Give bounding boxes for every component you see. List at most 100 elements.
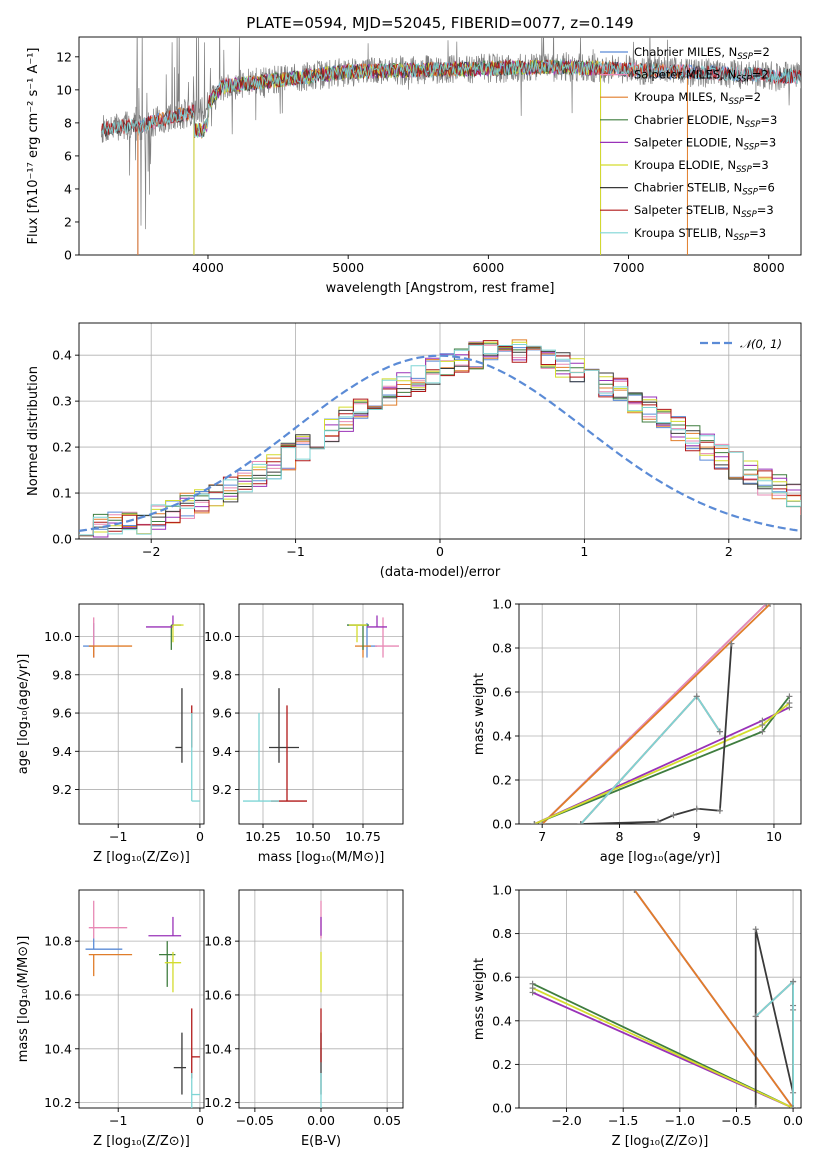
x-tick-label: 0.0 xyxy=(783,1113,803,1128)
legend-suffix: =2 xyxy=(752,68,769,82)
x-axis-label: Z [log₁₀(Z/Z⊙)] xyxy=(93,1134,190,1149)
spectrum-lines xyxy=(100,37,801,255)
histogram-chabrier_stelib xyxy=(79,343,801,536)
legend-label-normal: 𝒩(0, 1) xyxy=(740,337,782,351)
y-tick-label: 0.0 xyxy=(492,1101,512,1116)
x-axis-label: (data-model)/error xyxy=(380,565,501,580)
legend-subscript: SSP xyxy=(736,75,752,85)
legend-label-chabrier_miles: Chabrier MILES, NSSP=2 xyxy=(634,45,770,62)
x-tick-label: −0.05 xyxy=(236,1113,274,1128)
histogram-kroupa_stelib xyxy=(79,344,801,536)
normal-distribution-curve xyxy=(79,354,801,532)
x-axis-label: mass [log₁₀(M/M⊙)] xyxy=(258,850,385,865)
weight-line-salpeter_stelib xyxy=(580,694,721,824)
y-tick-label: 0.4 xyxy=(492,729,512,744)
y-tick-label: 6 xyxy=(64,148,72,163)
mass_vs_z-axes: −1 0 10.2 10.4 10.6 10.8 Z [log₁₀(Z/Z⊙)] mass [… xyxy=(16,889,205,1149)
x-tick-label: −1.5 xyxy=(608,1113,638,1128)
age_vs_z-points xyxy=(83,615,200,802)
y-tick-label: 8 xyxy=(64,115,72,130)
y-tick-label: 12 xyxy=(56,49,72,64)
x-axis-label: E(B-V) xyxy=(301,1134,341,1149)
y-axis-label: mass weight xyxy=(472,673,487,755)
y-tick-label: 0.6 xyxy=(492,685,512,700)
x-tick-label: 5000 xyxy=(332,260,364,275)
y-axis-label: Normed distribution xyxy=(26,366,41,496)
histogram-kroupa_elodie xyxy=(79,341,801,536)
spectrum-legend: Chabrier MILES, NSSP=2 Salpeter MILES, NS… xyxy=(600,45,777,243)
weight-line-kroupa_stelib xyxy=(755,979,794,1108)
residuals-axes: −2 −1 0 1 2 0.0 0.1 0.2 0.3 0.4 (data-model)/error… xyxy=(26,322,802,580)
y-tick-label: 0.3 xyxy=(52,394,72,409)
x-tick-label: 9 xyxy=(693,829,701,844)
y-tick-label: 9.8 xyxy=(52,667,72,682)
y-tick-label: 0.8 xyxy=(492,641,512,656)
mass_vs_z-points xyxy=(85,900,200,1108)
y-tick-label: 0.0 xyxy=(492,817,512,832)
y-tick-label: 0 xyxy=(64,248,72,263)
x-axis-label: Z [log₁₀(Z/Z⊙)] xyxy=(612,1134,709,1149)
y-tick-label: 9.4 xyxy=(52,744,72,759)
weight_vs_z-lines xyxy=(529,890,797,1108)
y-axis-label: Flux [fλ10⁻¹⁷ erg cm⁻² s⁻¹ A⁻¹] xyxy=(26,48,41,245)
weight_vs_z-axes: −2.0 −1.5 −1.0 −0.5 0.0 0.0 0.2 0.4 0.6 0.8 1.0 Z [… xyxy=(472,883,803,1150)
y-tick-label: 10.8 xyxy=(204,934,232,949)
y-tick-label: 4 xyxy=(64,181,72,196)
weight_vs_age-lines xyxy=(531,604,793,824)
legend-subscript: SSP xyxy=(729,97,745,107)
legend-subscript: SSP xyxy=(737,52,753,62)
x-tick-label: −2 xyxy=(142,544,160,559)
x-tick-label: 0 xyxy=(196,829,204,844)
y-axis-label: mass weight xyxy=(472,958,487,1040)
y-tick-label: 0.1 xyxy=(52,486,72,501)
x-tick-label: 8 xyxy=(615,829,623,844)
legend-suffix: =3 xyxy=(752,158,769,172)
x-tick-label: 0 xyxy=(196,1113,204,1128)
y-tick-label: 10.4 xyxy=(44,1041,72,1056)
y-tick-label: 1.0 xyxy=(492,883,512,898)
x-tick-label: 8000 xyxy=(753,260,785,275)
x-tick-label: 0.05 xyxy=(373,1113,401,1128)
legend-suffix: =3 xyxy=(759,135,776,149)
y-tick-label: 10.4 xyxy=(204,1041,232,1056)
legend-suffix: =3 xyxy=(760,113,777,127)
x-tick-label: −1 xyxy=(286,544,304,559)
x-tick-label: −1.0 xyxy=(665,1113,695,1128)
legend-suffix: =2 xyxy=(753,45,770,59)
x-tick-label: 1 xyxy=(580,544,588,559)
legend-suffix: =3 xyxy=(757,203,774,217)
model-spectrum-salpeter_stelib xyxy=(100,59,801,138)
x-tick-label: 10.50 xyxy=(295,829,331,844)
legend-label-kroupa_elodie: Kroupa ELODIE, NSSP=3 xyxy=(634,158,769,175)
histogram-chabrier_elodie xyxy=(79,343,801,537)
legend-subscript: SSP xyxy=(736,165,752,175)
x-tick-label: 10.75 xyxy=(345,829,381,844)
mass_vs_ebv-axes: −0.05 0.00 0.05 10.2 10.4 10.6 10.8 E(B-V) xyxy=(204,889,404,1149)
y-tick-label: 9.2 xyxy=(212,782,232,797)
legend-suffix: =6 xyxy=(758,181,775,195)
x-tick-label: 10 xyxy=(766,829,782,844)
x-tick-label: 7 xyxy=(538,829,546,844)
weight-line-kroupa_stelib xyxy=(580,694,721,824)
x-tick-label: 0.00 xyxy=(307,1113,335,1128)
y-tick-label: 9.2 xyxy=(52,782,72,797)
x-axis-label: Z [log₁₀(Z/Z⊙)] xyxy=(93,850,190,865)
legend-label-chabrier_elodie: Chabrier ELODIE, NSSP=3 xyxy=(634,113,777,130)
spectrum-axes: 4000 5000 6000 7000 8000 0 2 4 6 8 10 12 wavelength … xyxy=(26,36,802,296)
legend-subscript: SSP xyxy=(745,120,761,130)
y-tick-label: 0.0 xyxy=(52,532,72,547)
x-tick-label: −2.0 xyxy=(551,1113,581,1128)
model-spectrum-kroupa_stelib xyxy=(100,58,801,139)
age_vs_z-axes: −1 0 9.2 9.4 9.6 9.8 10.0 Z [log₁₀(Z/Z⊙)] age [l… xyxy=(16,603,205,865)
figure-title: PLATE=0594, MJD=52045, FIBERID=0077, z=0… xyxy=(246,14,633,32)
legend-label-chabrier_stelib: Chabrier STELIB, NSSP=6 xyxy=(634,181,775,198)
legend-label-salpeter_stelib: Salpeter STELIB, NSSP=3 xyxy=(634,203,774,220)
y-tick-label: 0.4 xyxy=(492,1013,512,1028)
axes-frame xyxy=(238,603,404,825)
legend-label-kroupa_stelib: Kroupa STELIB, NSSP=3 xyxy=(634,226,766,243)
weight-line-chabrier_elodie xyxy=(534,695,791,824)
axes-frame xyxy=(78,36,802,256)
legend-suffix: =2 xyxy=(744,90,761,104)
y-axis-label: mass [log₁₀(M/M⊙)] xyxy=(16,936,31,1063)
axes-frame xyxy=(78,889,205,1109)
